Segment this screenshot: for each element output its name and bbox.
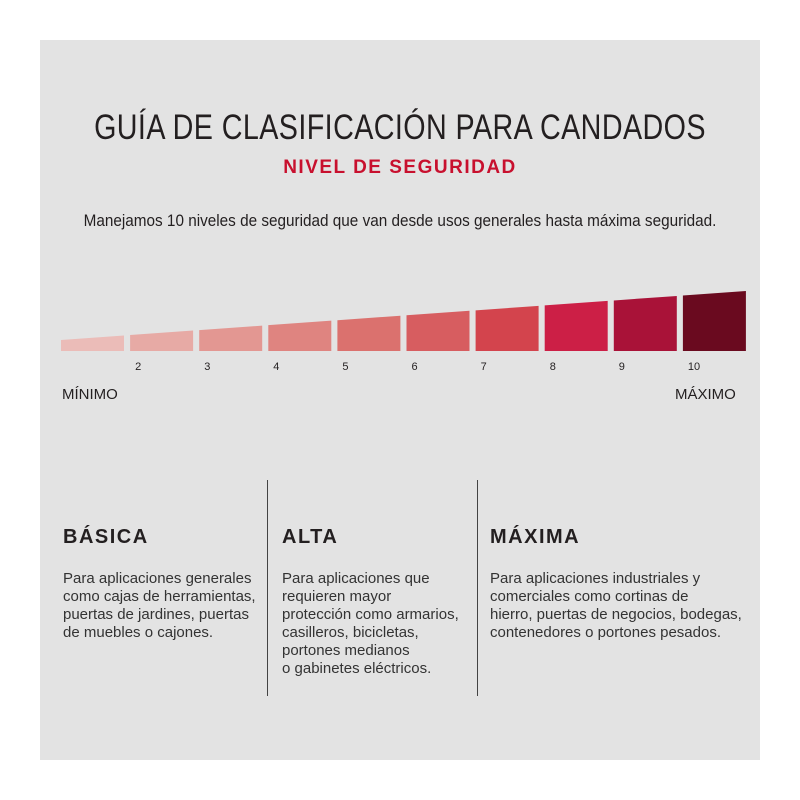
scale-min-label: MÍNIMO — [62, 386, 118, 403]
level-number-2: 2 — [135, 361, 141, 373]
intro-text: Manejamos 10 niveles de seguridad que va… — [83, 211, 717, 230]
level-segment-1 — [61, 335, 124, 351]
category-heading-maxima: MÁXIMA — [490, 526, 581, 548]
level-number-7: 7 — [481, 361, 487, 373]
level-number-5: 5 — [342, 361, 348, 373]
level-segment-5 — [337, 315, 401, 351]
level-segment-7 — [475, 305, 539, 351]
level-segment-10 — [682, 291, 746, 351]
scale-max-label: MÁXIMO — [675, 386, 736, 403]
category-body-alta: Para aplicaciones que requieren mayor pr… — [282, 570, 459, 677]
level-number-6: 6 — [412, 361, 418, 373]
level-segment-3 — [199, 325, 263, 351]
level-segment-6 — [406, 310, 470, 351]
level-number-9: 9 — [619, 361, 625, 373]
level-number-8: 8 — [550, 361, 556, 373]
page-title: GUÍA DE CLASIFICACIÓN PARA CANDADOS — [94, 108, 706, 147]
level-segment-2 — [130, 330, 194, 351]
level-segment-9 — [613, 295, 677, 351]
category-body-basica: Para aplicaciones generales como cajas d… — [63, 570, 256, 641]
category-heading-basica: BÁSICA — [63, 526, 149, 548]
level-segment-8 — [544, 300, 608, 351]
page-subtitle: NIVEL DE SEGURIDAD — [283, 157, 517, 178]
column-divider-1 — [267, 480, 268, 696]
level-number-10: 10 — [688, 361, 700, 373]
level-number-4: 4 — [273, 361, 279, 373]
level-number-3: 3 — [204, 361, 210, 373]
level-segment-4 — [268, 320, 332, 351]
security-level-scale: 2 3 4 5 6 7 8 9 10 — [61, 291, 746, 373]
infographic-card — [40, 40, 760, 760]
category-heading-alta: ALTA — [282, 526, 339, 548]
category-body-maxima: Para aplicaciones industriales y comerci… — [490, 570, 742, 641]
column-divider-2 — [477, 480, 478, 696]
